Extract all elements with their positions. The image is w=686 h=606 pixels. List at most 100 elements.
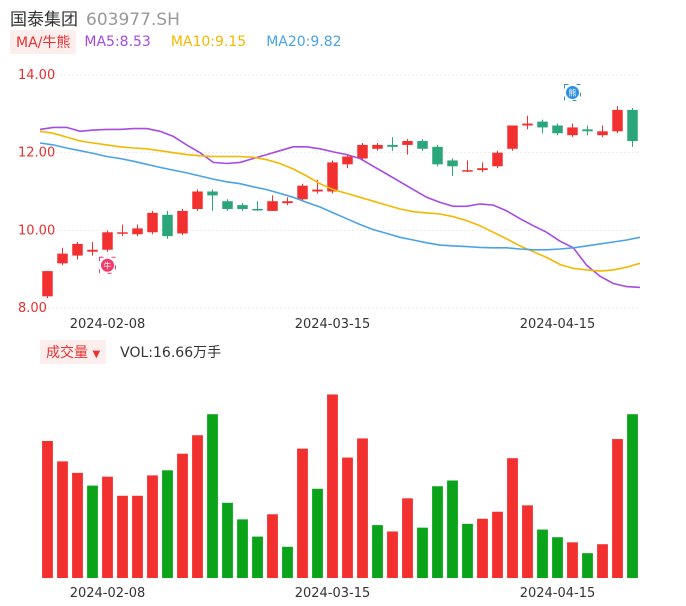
marker-dot: [101, 258, 114, 272]
volume-tag-label: 成交量: [46, 345, 88, 361]
volume-bar: [177, 453, 188, 578]
marker-dot: [566, 85, 579, 99]
volume-bar: [192, 435, 203, 578]
volume-bar: [252, 536, 263, 578]
volume-bar: [387, 531, 398, 578]
volume-bar: [297, 448, 308, 578]
x-tick-label: 2024-02-08: [70, 317, 146, 332]
volume-bar: [342, 457, 353, 578]
volume-value: VOL:16.66万手: [120, 345, 222, 361]
candle-body: [522, 123, 533, 126]
candle-body: [177, 210, 188, 234]
candle-body: [267, 201, 278, 211]
candle-body: [207, 191, 218, 196]
x-tick-label: 2024-04-15: [520, 317, 596, 332]
candle-body: [552, 125, 563, 134]
volume-bar: [372, 525, 383, 578]
candle-body: [42, 271, 53, 297]
ma10-label: MA10:9.15: [170, 34, 247, 50]
candle-body: [237, 205, 248, 209]
volume-bar: [507, 458, 518, 578]
volume-indicator-selector[interactable]: 成交量 ▼: [40, 340, 107, 364]
ma-line-ma10: [39, 130, 641, 272]
candle-body: [342, 156, 353, 165]
volume-bar: [447, 480, 458, 578]
candle-body: [357, 144, 368, 159]
candle-body: [327, 162, 338, 192]
candle-body: [612, 109, 623, 132]
volume-bar: [552, 537, 563, 578]
volume-bar: [147, 475, 158, 578]
volume-bar: [567, 542, 578, 578]
candle-body: [252, 208, 263, 211]
bear-marker-icon: 熊: [564, 83, 581, 101]
volume-bar: [237, 519, 248, 578]
volume-bar: [282, 546, 293, 578]
volume-bar: [462, 523, 473, 578]
candle-body: [372, 144, 383, 149]
candle-body: [282, 201, 293, 204]
volume-bar: [87, 485, 98, 578]
stock-name: 国泰集团: [10, 10, 78, 30]
candle-body: [537, 121, 548, 128]
volume-bar: [57, 461, 68, 578]
volume-bar: [522, 505, 533, 578]
y-tick-label: 8.00: [18, 301, 47, 316]
candle-body: [462, 170, 473, 172]
volume-bar: [162, 470, 173, 578]
volume-bar: [222, 502, 233, 578]
stock-header: 国泰集团 603977.SH: [10, 5, 180, 30]
volume-bar: [417, 527, 428, 578]
candle-body: [102, 232, 113, 250]
ma20-label: MA20:9.82: [266, 34, 342, 50]
marker-frame: [99, 256, 116, 274]
candle-body: [222, 201, 233, 209]
candle-body: [132, 228, 143, 235]
volume-bar: [492, 511, 503, 578]
volume-bar: [117, 495, 128, 578]
candle-body: [312, 189, 323, 192]
candle-body: [582, 129, 593, 132]
bull-marker-icon: 牛: [99, 256, 116, 274]
volume-bar: [597, 544, 608, 578]
candle-body: [117, 232, 128, 234]
candle-body: [402, 141, 413, 145]
candle-body: [297, 185, 308, 200]
volume-bar: [312, 488, 323, 578]
y-tick-label: 10.00: [18, 223, 55, 238]
ma-indicator-selector[interactable]: MA/牛熊: [10, 30, 77, 54]
ma-line-ma5: [39, 126, 641, 289]
volume-legend: 成交量 ▼ VOL:16.66万手: [40, 340, 222, 364]
volume-bar: [627, 414, 638, 578]
candle-body: [192, 191, 203, 209]
candle-body: [87, 249, 98, 252]
candle-body: [507, 125, 518, 149]
volume-bar: [267, 514, 278, 578]
candle-body: [147, 212, 158, 233]
volume-bar: [432, 486, 443, 578]
volume-x-tick-label: 2024-02-08: [70, 586, 146, 601]
candle-body: [447, 160, 458, 167]
y-tick-label: 14.00: [18, 68, 55, 83]
candle-body: [432, 146, 443, 165]
dropdown-arrow-icon: ▼: [92, 349, 101, 360]
volume-bar: [537, 529, 548, 578]
y-tick-label: 12.00: [18, 146, 55, 161]
volume-x-tick-label: 2024-03-15: [295, 586, 371, 601]
ma-legend: MA/牛熊 MA5:8.53 MA10:9.15 MA20:9.82: [10, 30, 362, 54]
x-tick-label: 2024-03-15: [295, 317, 371, 332]
volume-bar: [132, 495, 143, 578]
volume-bar: [207, 414, 218, 578]
candle-body: [477, 168, 488, 171]
volume-bar: [327, 394, 338, 578]
candle-body: [417, 141, 428, 149]
volume-bar: [477, 518, 488, 578]
ma-line-ma20: [39, 142, 641, 251]
volume-bar: [72, 472, 83, 578]
candle-body: [597, 131, 608, 136]
candle-body: [57, 253, 68, 264]
candle-body: [387, 144, 398, 147]
candle-body: [627, 109, 638, 142]
marker-frame: [564, 83, 581, 101]
